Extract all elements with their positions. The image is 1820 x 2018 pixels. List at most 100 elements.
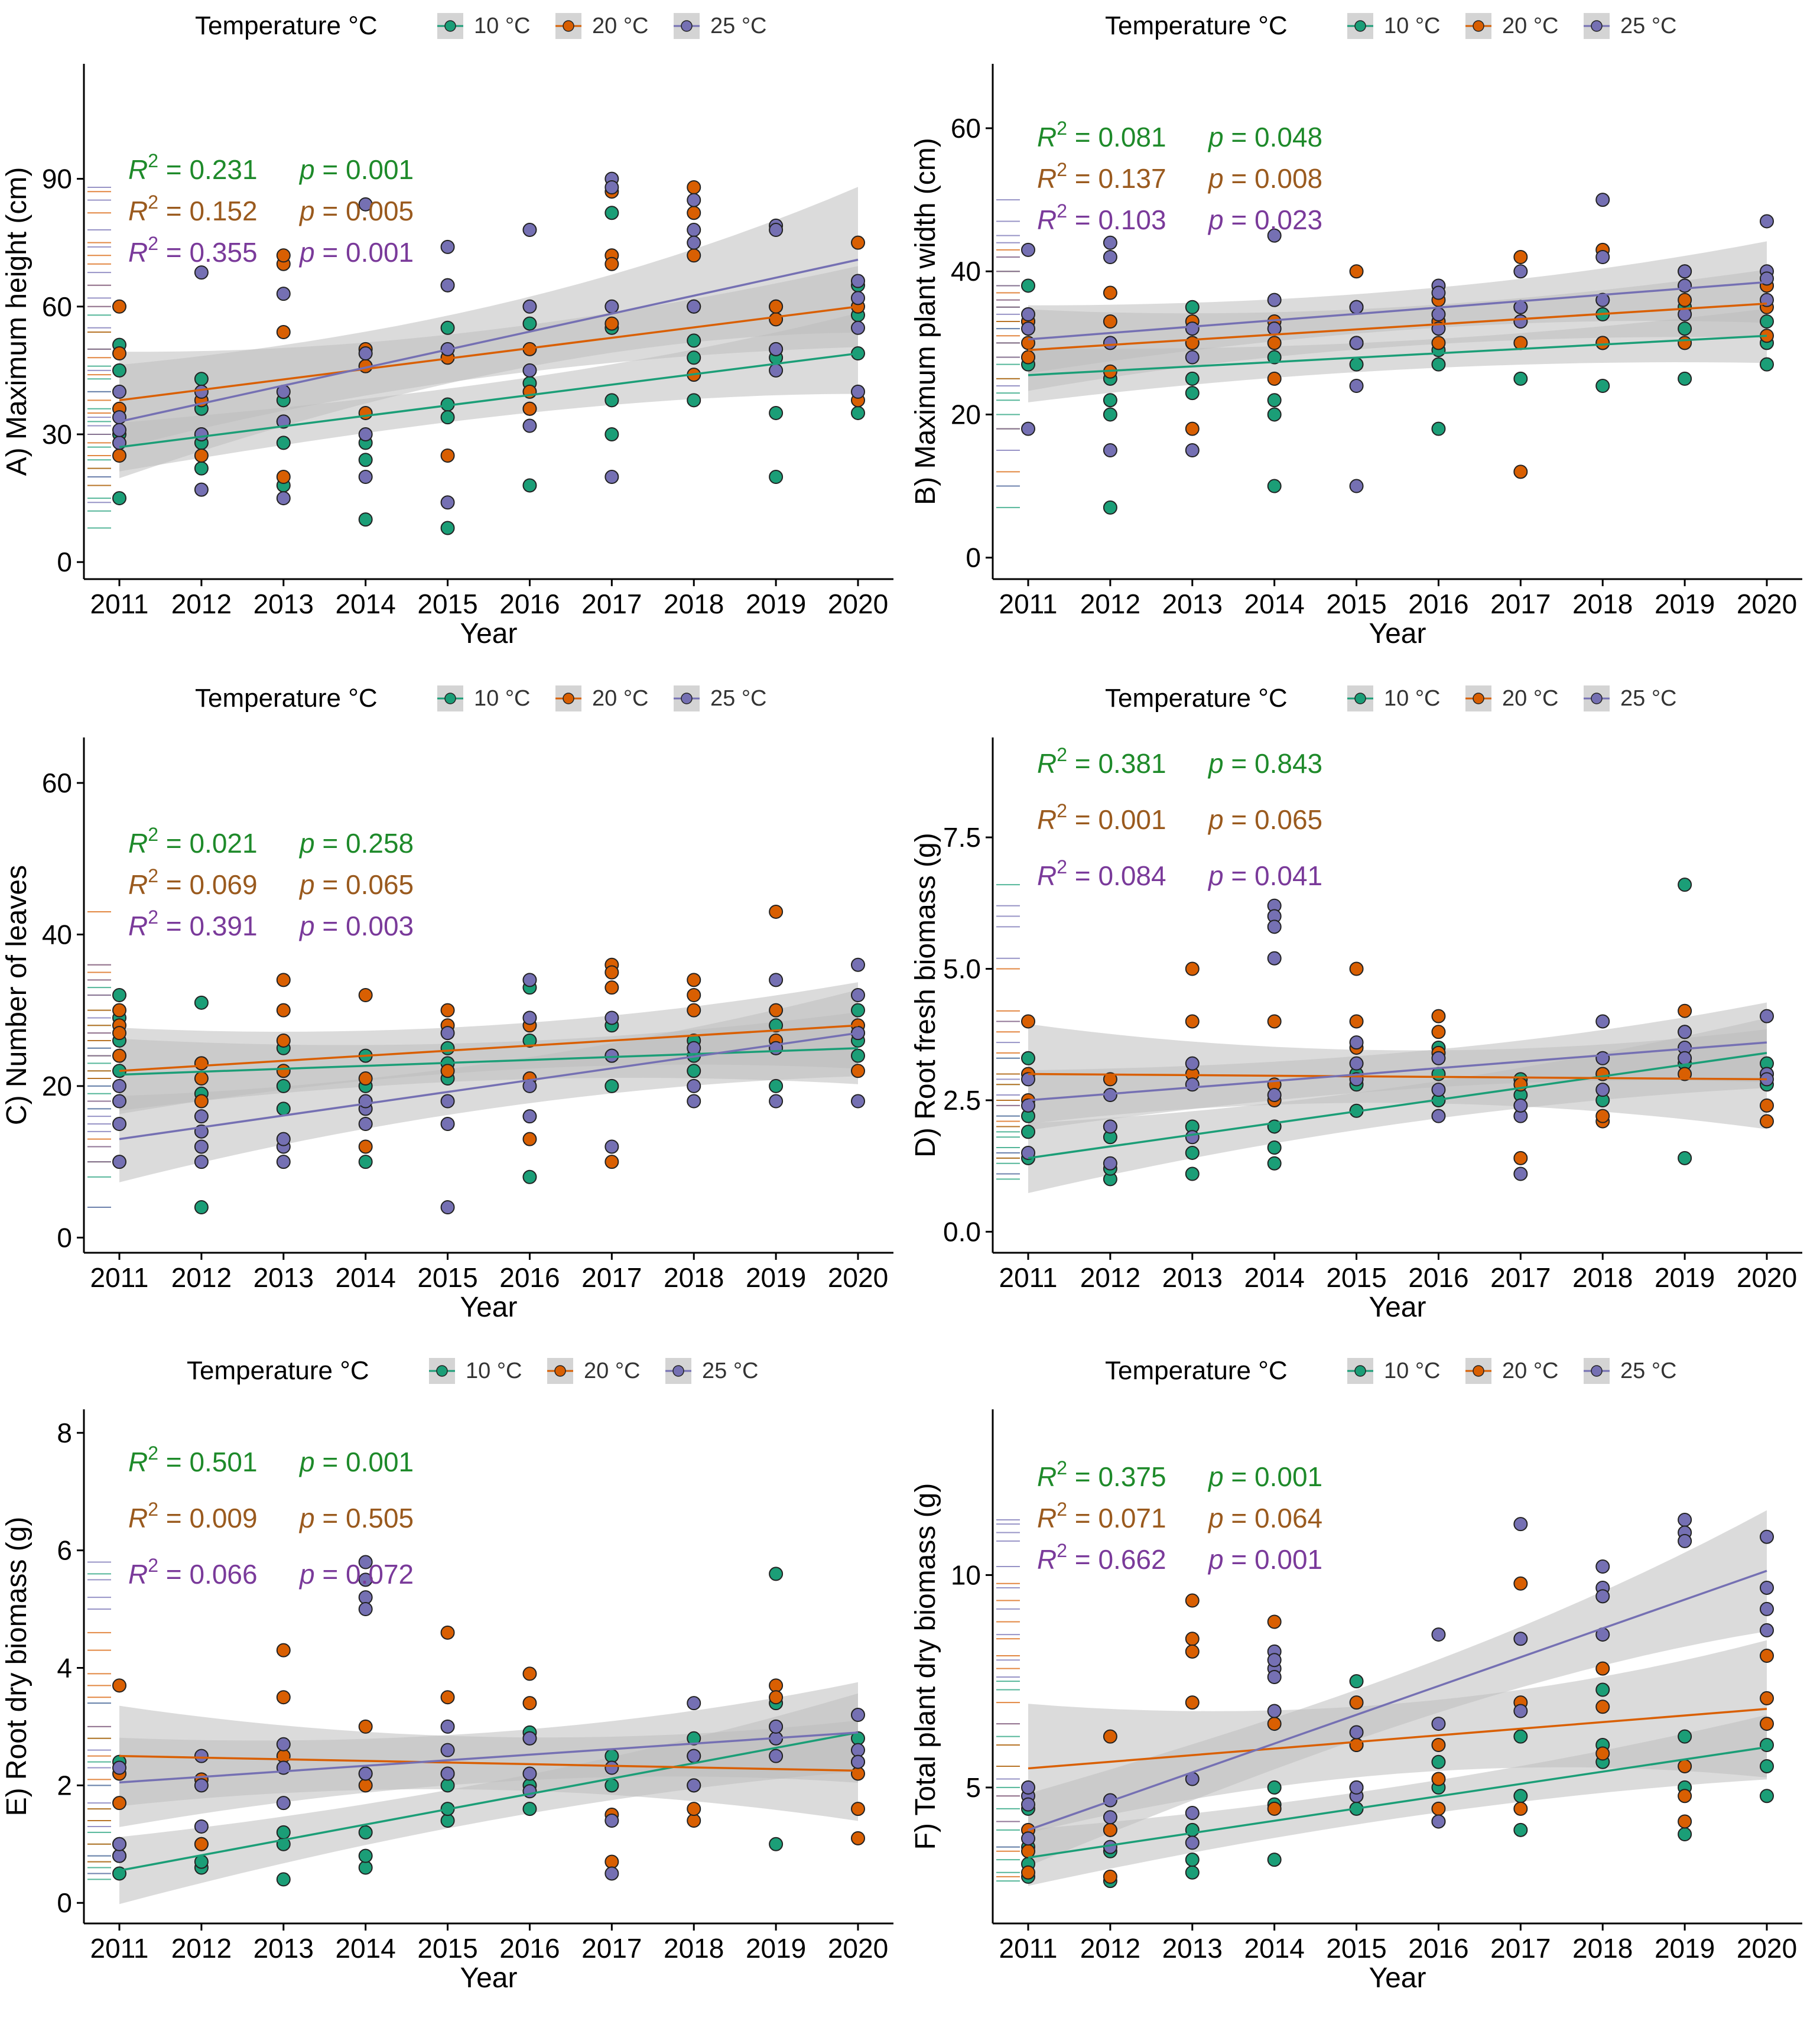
data-point (1349, 379, 1364, 393)
data-point (1349, 1056, 1364, 1071)
data-point (276, 491, 291, 506)
stat-row: R2 = 0.084 p = 0.041 (1037, 856, 1322, 891)
data-point (194, 1139, 209, 1154)
confidence-band (119, 313, 858, 472)
data-point (440, 1690, 455, 1705)
data-point (1431, 285, 1446, 300)
data-point (1595, 1559, 1610, 1574)
data-point (1678, 1151, 1692, 1165)
r2-annotation: R2 = 0.071 (1037, 1499, 1166, 1533)
x-tick-label: 2019 (1655, 1262, 1715, 1293)
x-tick-label: 2011 (999, 1933, 1058, 1964)
stat-row: R2 = 0.137 p = 0.008 (1037, 159, 1322, 194)
p-annotation: p = 0.065 (298, 869, 414, 900)
data-point (1103, 1119, 1117, 1134)
x-tick-label: 2016 (1408, 1933, 1468, 1964)
x-tick-label: 2015 (1326, 589, 1386, 619)
legend-label: 25 °C (1620, 14, 1676, 38)
stat-row: R2 = 0.071 p = 0.064 (1037, 1499, 1322, 1533)
fit-line (1028, 1708, 1767, 1770)
confidence-band (1028, 241, 1767, 373)
fit-line (119, 1731, 859, 1872)
data-point (1349, 479, 1364, 493)
data-point (1185, 1593, 1200, 1608)
data-point (1021, 1145, 1035, 1160)
data-point (1513, 314, 1528, 329)
x-tick-label: 2016 (499, 589, 560, 619)
data-point (358, 427, 373, 441)
data-point (687, 223, 701, 238)
data-point (276, 1101, 291, 1116)
stat-row: R2 = 0.001 p = 0.065 (1037, 800, 1322, 835)
p-annotation: p = 0.008 (1207, 163, 1322, 194)
y-tick-label: 0 (57, 547, 72, 577)
data-point (358, 453, 373, 467)
x-tick-label: 2011 (90, 1262, 149, 1293)
legend-label: 25 °C (1620, 686, 1676, 711)
legend-key-0: 10 °C (437, 13, 530, 39)
p-annotation: p = 0.001 (298, 237, 414, 268)
data-point (1431, 1109, 1446, 1123)
data-point (1349, 1674, 1364, 1689)
x-tick-label: 2016 (1408, 1262, 1468, 1293)
data-point (604, 1010, 619, 1025)
x-tick-label: 2014 (335, 1933, 395, 1964)
r2-annotation: R2 = 0.501 (128, 1442, 258, 1477)
data-point (1678, 1533, 1692, 1548)
x-tick-label: 2019 (746, 589, 806, 619)
data-point (358, 1590, 373, 1605)
p-annotation: p = 0.001 (1207, 1461, 1322, 1492)
data-point (522, 1109, 537, 1124)
legend-label: 25 °C (1620, 1359, 1676, 1383)
data-point (851, 1708, 865, 1723)
data-point (440, 410, 455, 425)
x-tick-label: 2017 (581, 1933, 642, 1964)
fit-line (119, 1731, 859, 1784)
data-point (1349, 1035, 1364, 1050)
data-point (276, 1825, 291, 1840)
fit-line (1028, 1073, 1767, 1081)
data-point (112, 346, 126, 361)
p-annotation: p = 0.001 (1207, 1544, 1322, 1575)
data-point (522, 1010, 537, 1025)
panel-b: Temperature °C 10 °C 20 °C 25 °C 0 20 40 60 2011… (910, 11, 1802, 649)
x-tick-label: 2018 (1572, 589, 1633, 619)
x-tick-label: 2020 (1737, 589, 1797, 619)
x-tick-label: 2011 (90, 589, 149, 619)
confidence-band (119, 1682, 858, 1827)
data-point (440, 1041, 455, 1055)
data-point (440, 320, 455, 335)
legend-label: 20 °C (1502, 1359, 1558, 1383)
data-point (112, 491, 126, 506)
data-point (276, 1737, 291, 1751)
data-point (112, 1117, 126, 1131)
data-point (1185, 1695, 1200, 1710)
p-annotation: p = 0.041 (1207, 860, 1322, 891)
x-tick-label: 2020 (1737, 1262, 1797, 1293)
data-point (687, 1064, 701, 1078)
data-point (769, 470, 784, 485)
data-point (440, 1778, 455, 1793)
y-tick-label: 20 (42, 1071, 72, 1101)
x-axis-title: Year (460, 1962, 518, 1994)
data-point (112, 1003, 126, 1018)
data-point (112, 449, 126, 463)
r2-annotation: R2 = 0.066 (128, 1555, 258, 1590)
p-annotation: p = 0.001 (298, 1447, 414, 1477)
data-point (276, 248, 291, 263)
data-point (276, 1690, 291, 1705)
x-tick-label: 2018 (664, 1262, 724, 1293)
x-tick-label: 2019 (1655, 1933, 1715, 1964)
data-point (112, 423, 126, 437)
panel-d: Temperature °C 10 °C 20 °C 25 °C 0.0 2.5 5.0 7.… (910, 684, 1802, 1323)
data-point (112, 299, 126, 314)
data-point (1678, 264, 1692, 279)
x-tick-label: 2012 (171, 1262, 232, 1293)
r2-annotation: R2 = 0.009 (128, 1499, 258, 1533)
data-point (522, 1033, 537, 1048)
legend-title: Temperature °C (1105, 684, 1288, 713)
legend-key-2: 25 °C (1584, 1358, 1676, 1384)
data-point (851, 1743, 865, 1757)
x-tick-label: 2015 (417, 1262, 477, 1293)
legend-marker (672, 1365, 684, 1377)
